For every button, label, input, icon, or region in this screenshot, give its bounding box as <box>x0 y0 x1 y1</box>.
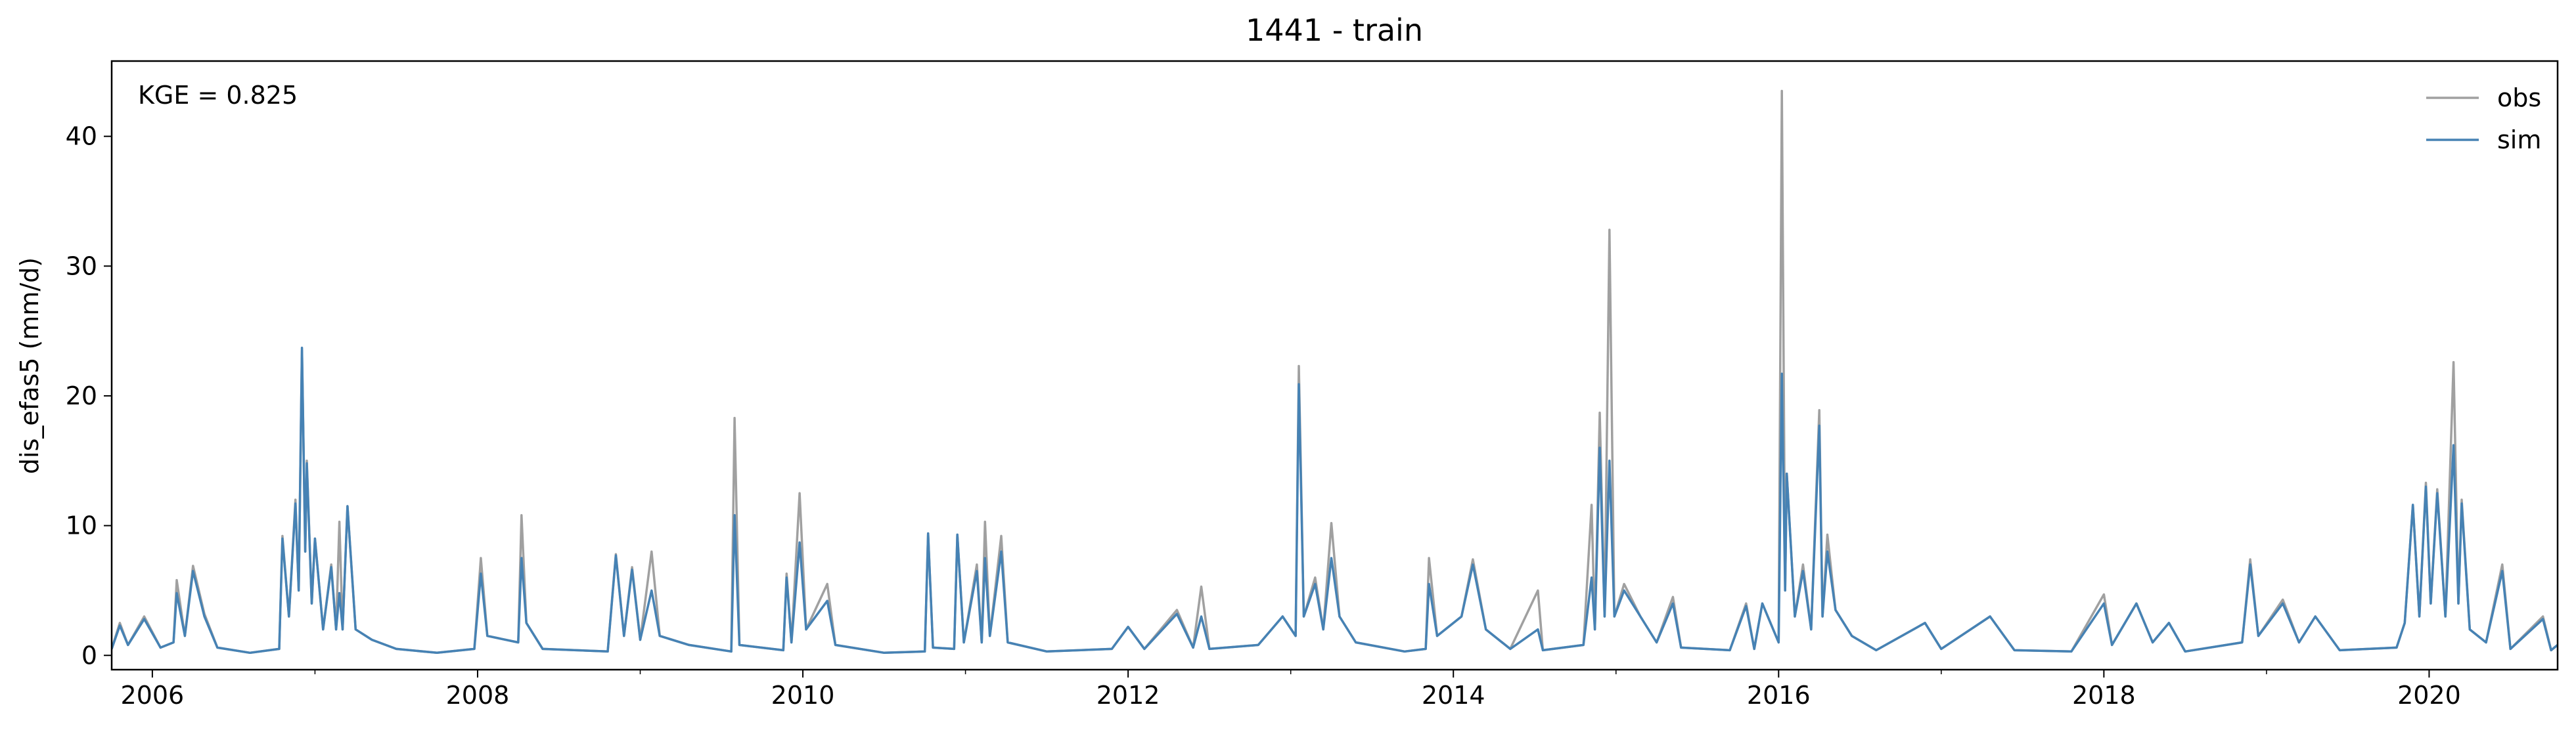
legend-label: sim <box>2497 125 2541 154</box>
legend-label: obs <box>2497 83 2541 112</box>
annotation: KGE = 0.825 <box>138 81 298 110</box>
y-tick-label: 0 <box>81 641 97 670</box>
y-axis-label: dis_efas5 (mm/d) <box>15 257 44 474</box>
x-tick-label: 2014 <box>1422 681 1485 710</box>
y-tick-label: 20 <box>66 381 97 410</box>
x-tick-label: 2006 <box>121 681 185 710</box>
y-tick-label: 30 <box>66 251 97 280</box>
x-tick-label: 2008 <box>446 681 510 710</box>
x-tick-label: 2010 <box>771 681 835 710</box>
x-tick-label: 2020 <box>2397 681 2461 710</box>
line-obs <box>112 89 2558 655</box>
x-tick-label: 2016 <box>1747 681 1811 710</box>
y-tick-label: 40 <box>66 122 97 151</box>
plot-frame <box>110 60 2559 671</box>
x-tick-label: 2018 <box>2072 681 2136 710</box>
chart-title: 1441 - train <box>1246 12 1423 48</box>
x-tick-label: 2012 <box>1096 681 1160 710</box>
line-sim <box>112 347 2558 655</box>
y-tick-label: 10 <box>66 511 97 540</box>
